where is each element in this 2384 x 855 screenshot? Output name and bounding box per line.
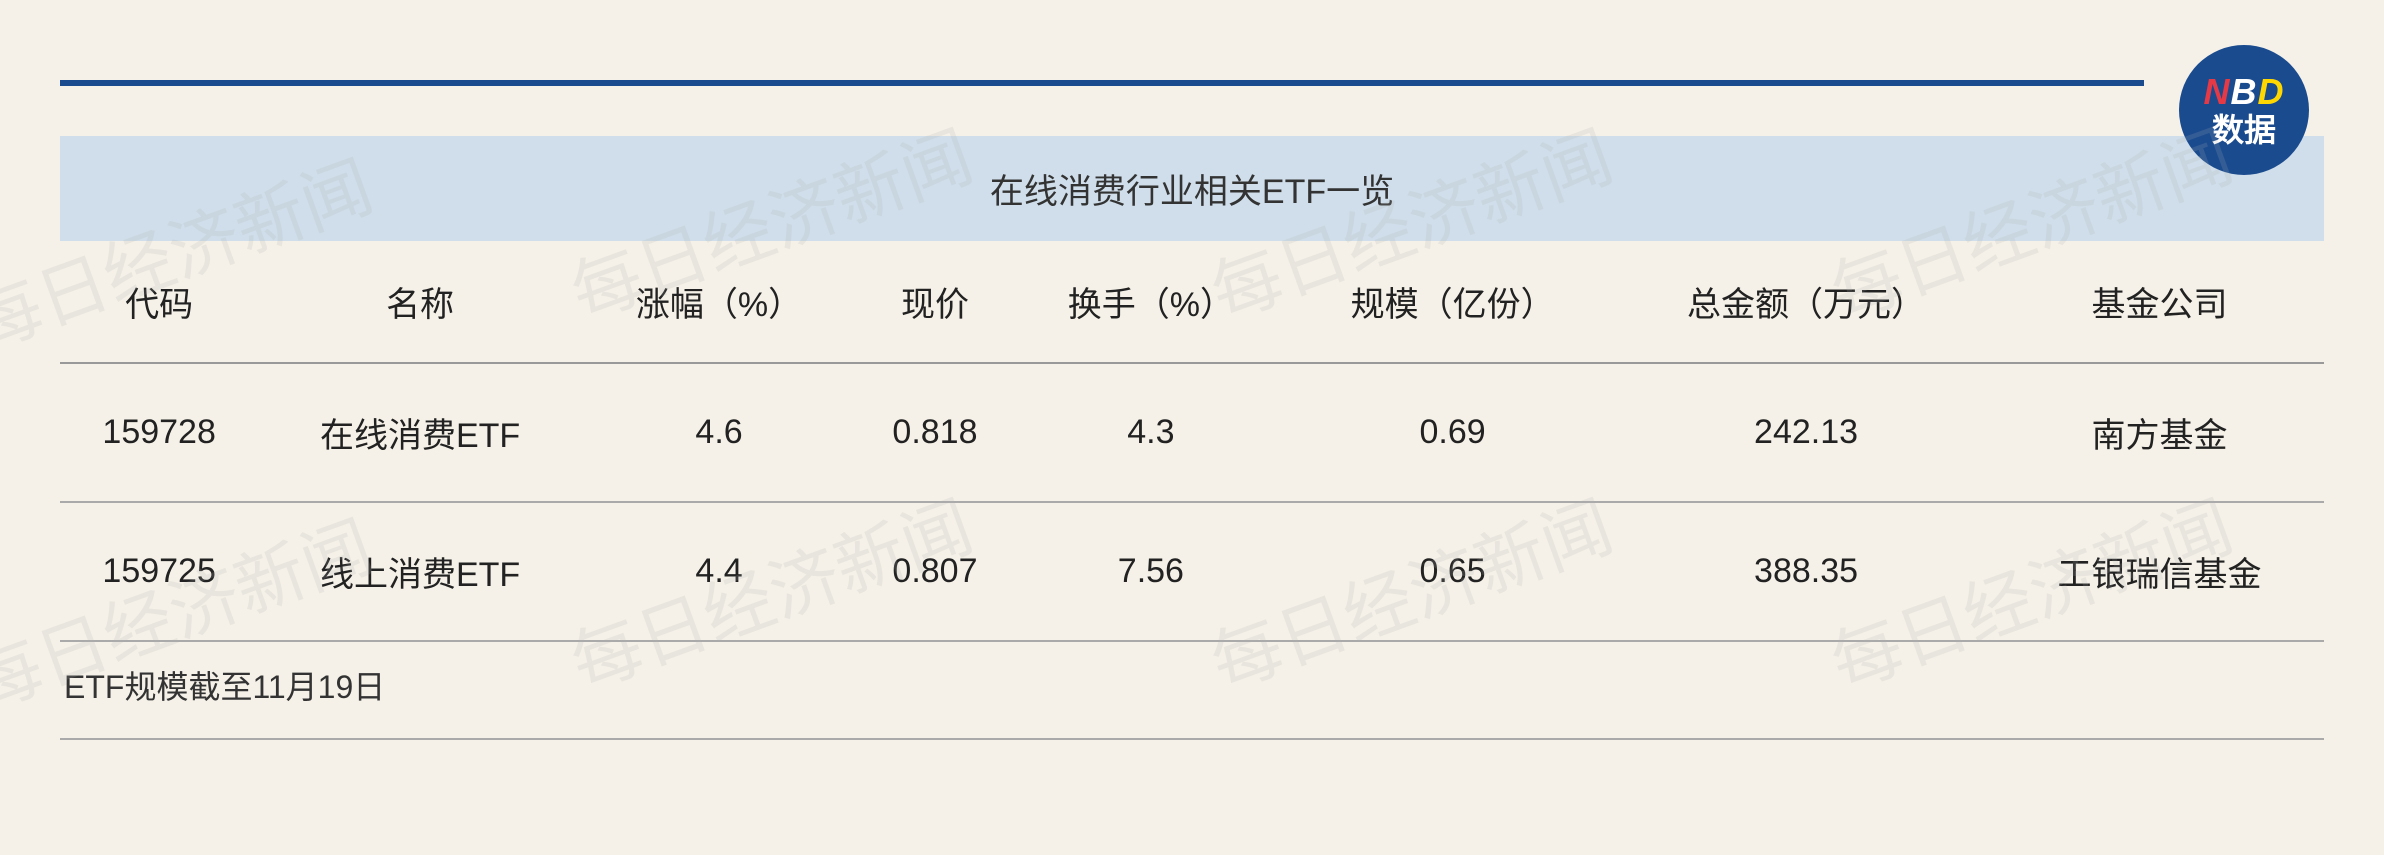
table-title: 在线消费行业相关ETF一览	[60, 136, 2324, 241]
col-amount: 总金额（万元）	[1617, 241, 1995, 363]
table-title-row: 在线消费行业相关ETF一览	[60, 136, 2324, 241]
col-change: 涨幅（%）	[582, 241, 856, 363]
col-name: 名称	[258, 241, 581, 363]
cell-turnover: 7.56	[1014, 502, 1288, 641]
cell-code: 159725	[60, 502, 258, 641]
cell-size: 0.69	[1288, 363, 1617, 502]
col-company: 基金公司	[1995, 241, 2324, 363]
cell-code: 159728	[60, 363, 258, 502]
cell-price: 0.807	[856, 502, 1013, 641]
cell-size: 0.65	[1288, 502, 1617, 641]
cell-amount: 242.13	[1617, 363, 1995, 502]
table-row: 159725 线上消费ETF 4.4 0.807 7.56 0.65 388.3…	[60, 502, 2324, 641]
etf-table: 在线消费行业相关ETF一览 代码 名称 涨幅（%） 现价 换手（%） 规模（亿份…	[60, 136, 2324, 740]
cell-turnover: 4.3	[1014, 363, 1288, 502]
nbd-logo-badge: NBD 数据	[2179, 45, 2309, 175]
col-size: 规模（亿份）	[1288, 241, 1617, 363]
cell-amount: 388.35	[1617, 502, 1995, 641]
nbd-d: D	[2258, 71, 2285, 112]
col-code: 代码	[60, 241, 258, 363]
cell-change: 4.6	[582, 363, 856, 502]
table-footnote: ETF规模截至11月19日	[60, 641, 2324, 739]
nbd-logo-text: 数据	[2212, 113, 2276, 148]
cell-price: 0.818	[856, 363, 1013, 502]
cell-change: 4.4	[582, 502, 856, 641]
nbd-b: B	[2231, 71, 2258, 112]
cell-name: 线上消费ETF	[258, 502, 581, 641]
cell-company: 南方基金	[1995, 363, 2324, 502]
col-turnover: 换手（%）	[1014, 241, 1288, 363]
nbd-n: N	[2204, 71, 2231, 112]
table-row: 159728 在线消费ETF 4.6 0.818 4.3 0.69 242.13…	[60, 363, 2324, 502]
table-footnote-row: ETF规模截至11月19日	[60, 641, 2324, 739]
nbd-logo-abbrev: NBD	[2204, 72, 2285, 112]
cell-name: 在线消费ETF	[258, 363, 581, 502]
table-header-row: 代码 名称 涨幅（%） 现价 换手（%） 规模（亿份） 总金额（万元） 基金公司	[60, 241, 2324, 363]
col-price: 现价	[856, 241, 1013, 363]
top-rule	[60, 80, 2144, 86]
cell-company: 工银瑞信基金	[1995, 502, 2324, 641]
